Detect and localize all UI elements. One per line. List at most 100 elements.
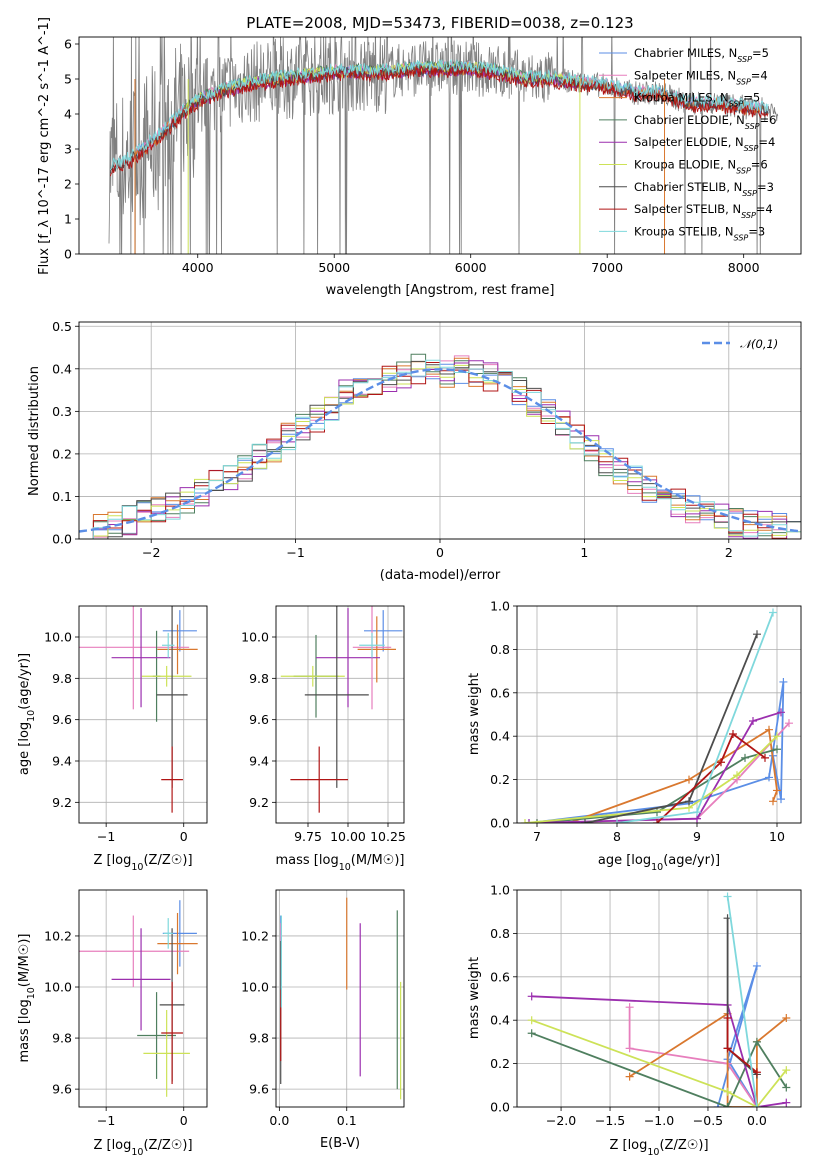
massweight_vs_Z-xtick-label: −0.5 xyxy=(693,1113,723,1128)
massweight-vs-Z-xlabel-part: 10 xyxy=(647,1147,659,1158)
massweight_vs_Z-xtick-label: 0.0 xyxy=(747,1113,767,1128)
massweight_vs_Z-ytick-label: 1.0 xyxy=(490,883,510,898)
massweight_vs_age-ytick-label: 0.6 xyxy=(490,685,510,700)
age_vs_mass-ytick-label: 9.8 xyxy=(249,671,269,686)
age-vs-Z-ylabel: age [log10(age/yr)] xyxy=(17,653,37,775)
axes-frame xyxy=(78,889,208,1108)
residuals-ytick-label: 0.1 xyxy=(52,489,72,504)
legend-n: =4 xyxy=(756,202,773,216)
legend-n: =5 xyxy=(752,46,769,60)
residuals-ytick-label: 0.0 xyxy=(52,532,72,547)
massweight-marker xyxy=(581,819,589,823)
age_vs_Z-plot-area xyxy=(79,606,198,813)
legend-entry: Chabrier STELIB, NSSP=3 xyxy=(634,180,774,198)
age-vs-mass-xlabel-part: 10 xyxy=(339,862,351,873)
age_vs_mass-ytick-label: 9.6 xyxy=(249,712,269,727)
massweight-marker xyxy=(613,819,621,823)
mass_vs_EBV-plot-area xyxy=(280,897,402,1100)
legend-entry: Chabrier MILES, NSSP=5 xyxy=(634,46,769,64)
massweight-line xyxy=(531,1032,788,1107)
massweight-marker xyxy=(769,797,777,806)
massweight_vs_age-plot-area xyxy=(521,608,793,823)
age_vs_mass-xtick-label: 9.75 xyxy=(294,829,322,844)
massweight-marker xyxy=(521,819,529,823)
massweight-marker xyxy=(782,1014,791,1023)
residuals-xtick-label: −2 xyxy=(142,545,160,560)
residuals-ylabel: Normed distribution xyxy=(27,366,42,496)
massweight-marker xyxy=(782,1066,791,1075)
legend-entry: Salpeter MILES, NSSP=4 xyxy=(634,68,768,86)
massweight-marker xyxy=(625,1044,634,1053)
legend-label: Kroupa ELODIE, N xyxy=(634,158,736,172)
residuals-axes: −2 −1 0 1 2 0.0 0.1 0.2 0.3 0.4 0.5 xyxy=(52,319,802,560)
mass-vs-Z-ylabel-part: mass [log xyxy=(17,999,32,1062)
legend-label: Chabrier MILES, N xyxy=(634,46,737,60)
massweight-vs-Z-xlabel: Z [log10(Z/Z☉)] xyxy=(609,1138,708,1158)
axes-frame xyxy=(275,605,405,824)
massweight-line xyxy=(524,735,778,823)
legend-n: =5 xyxy=(743,91,760,105)
legend-sub: SSP xyxy=(734,233,749,242)
legend-label: Chabrier ELODIE, N xyxy=(634,113,745,127)
spectrum-plot-area xyxy=(108,37,779,254)
age-vs-Z-xlabel-part: (Z/Z☉)] xyxy=(143,853,192,868)
age-vs-mass-xlabel-part: (M/M☉)] xyxy=(351,853,405,868)
age_vs_mass-plot-area xyxy=(280,606,403,813)
mass_vs_EBV-ytick-label: 10.2 xyxy=(241,928,269,943)
mass_vs_EBV-ytick-label: 9.8 xyxy=(249,1031,269,1046)
massweight-marker xyxy=(782,1098,791,1107)
massweight_vs_age-ytick-label: 0.8 xyxy=(490,642,510,657)
spectrum-ytick-label: 6 xyxy=(64,37,72,52)
residuals-xlabel: (data-model)/error xyxy=(380,568,501,583)
massweight-marker xyxy=(777,795,785,804)
residuals-grid xyxy=(79,322,801,540)
massweight-marker xyxy=(782,1083,791,1092)
massweight-marker xyxy=(773,745,781,754)
massweight-marker xyxy=(779,677,788,686)
massweight-vs-age-xlabel: age [log10(age/yr)] xyxy=(598,853,720,873)
legend-label: Kroupa MILES, N xyxy=(634,91,729,105)
spectrum-ytick-label: 2 xyxy=(64,177,72,192)
massweight-marker xyxy=(527,992,536,1001)
massweight-marker xyxy=(653,808,661,817)
massweight_vs_age-axes: 7 8 9 10 0.0 0.2 0.4 0.6 0.8 1.0 xyxy=(490,599,802,844)
massweight-vs-age-xlabel-part: 10 xyxy=(651,862,663,873)
mass_vs_EBV-xtick-label: 0.0 xyxy=(269,1113,289,1128)
massweight-vs-Z-xlabel-part: (Z/Z☉)] xyxy=(659,1138,708,1153)
massweight-marker xyxy=(741,753,749,762)
mass-vs-Z-xlabel-part: (Z/Z☉)] xyxy=(143,1138,192,1153)
residuals-ytick-label: 0.3 xyxy=(52,404,72,419)
massweight-marker xyxy=(761,753,769,762)
massweight_vs_age-ytick-label: 0.2 xyxy=(490,772,510,787)
spectrum-ylabel: Flux [f_λ 10^-17 erg cm^-2 s^-1 A^-1] xyxy=(37,17,52,275)
age-vs-Z-ylabel-part: (age/yr)] xyxy=(17,653,32,710)
massweight-marker xyxy=(785,719,793,728)
massweight-line xyxy=(616,612,774,823)
massweight_vs_Z-plot-area xyxy=(527,892,791,1107)
normal-legend-label: 𝒩(0,1) xyxy=(740,337,778,351)
massweight-marker xyxy=(749,717,757,726)
age_vs_mass-xtick-label: 10.25 xyxy=(370,829,406,844)
massweight-marker xyxy=(717,758,725,767)
massweight_vs_Z-ytick-label: 0.8 xyxy=(490,926,510,941)
legend-sub: SSP xyxy=(736,166,751,175)
massweight-marker xyxy=(693,808,701,817)
residuals-xtick-label: 1 xyxy=(580,545,588,560)
age_vs_mass-axes: 9.75 10.00 10.25 9.2 9.4 9.6 9.8 10.0 xyxy=(241,605,406,844)
mass_vs_EBV-axes: 0.0 0.1 9.6 9.8 10.0 10.2 xyxy=(241,889,405,1128)
legend-label: Chabrier STELIB, N xyxy=(634,180,742,194)
legend-label: Salpeter STELIB, N xyxy=(634,202,741,216)
age_vs_Z-ytick-label: 9.4 xyxy=(52,754,72,769)
massweight-marker xyxy=(723,1103,732,1107)
residuals-ytick-label: 0.5 xyxy=(52,319,72,334)
mass-vs-Z-xlabel: Z [log10(Z/Z☉)] xyxy=(93,1138,192,1158)
massweight-marker xyxy=(752,1103,761,1107)
legend-entry: Salpeter ELODIE, NSSP=4 xyxy=(634,135,775,153)
legend-n: =6 xyxy=(760,113,777,127)
legend-n: =3 xyxy=(757,180,774,194)
age_vs_Z-ytick-label: 9.8 xyxy=(52,671,72,686)
massweight-vs-Z-xlabel-part: Z [log xyxy=(609,1138,647,1153)
mass_vs_EBV-xtick-label: 0.1 xyxy=(337,1113,357,1128)
spectrum-ytick-label: 3 xyxy=(64,142,72,157)
massweight-marker xyxy=(625,1003,634,1012)
